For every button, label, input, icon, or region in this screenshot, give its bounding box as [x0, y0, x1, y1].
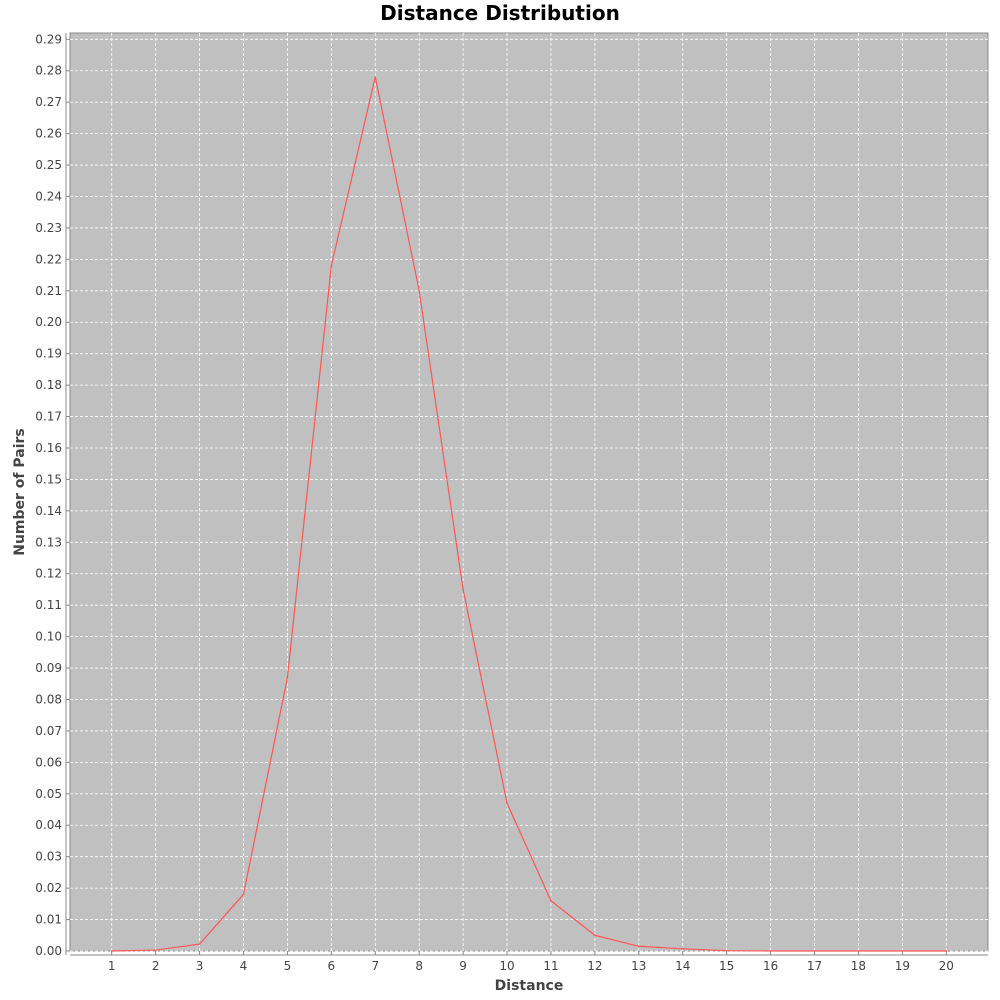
x-tick-label: 13: [631, 959, 646, 973]
y-tick-label: 0.07: [35, 724, 62, 738]
y-tick-label: 0.10: [35, 630, 62, 644]
y-tick-label: 0.24: [35, 189, 62, 203]
data-point: [242, 893, 245, 896]
y-tick-label: 0.01: [35, 913, 62, 927]
data-point: [110, 950, 113, 952]
data-point: [330, 264, 333, 267]
y-tick-label: 0.25: [35, 158, 62, 172]
axes: 0.00 0.01 0.02 0.03 0.04 0.05 0.06 0.07 0.08 0.09…: [35, 32, 988, 973]
y-axis-label: Number of Pairs: [12, 428, 28, 556]
x-tick-label: 5: [284, 959, 292, 973]
data-point: [154, 949, 157, 951]
x-tick-label: 6: [328, 959, 336, 973]
y-tick-label: 0.11: [35, 598, 62, 612]
data-point: [945, 950, 948, 952]
x-tick-label: 12: [587, 959, 602, 973]
y-tick-label: 0.17: [35, 410, 62, 424]
grid-lines: [70, 33, 988, 952]
x-tick-label: 10: [499, 959, 514, 973]
series-layer: [110, 76, 948, 952]
data-point: [725, 949, 728, 952]
y-tick-label: 0.04: [35, 818, 62, 832]
x-tick-label: 1: [108, 959, 116, 973]
y-tick-label: 0.29: [35, 32, 62, 46]
y-tick-label: 0.05: [35, 787, 62, 801]
chart-title: Distance Distribution: [380, 1, 620, 25]
data-point: [462, 588, 464, 591]
y-tick-label: 0.28: [35, 64, 62, 78]
data-point: [638, 945, 640, 948]
y-tick-label: 0.00: [35, 944, 62, 958]
data-point: [594, 934, 596, 937]
y-tick-label: 0.02: [35, 881, 62, 895]
x-tick-label: 14: [675, 959, 690, 973]
x-tick-label: 7: [371, 959, 379, 973]
data-point: [901, 950, 904, 952]
data-point: [769, 950, 772, 952]
data-point: [681, 947, 684, 950]
y-tick-label: 0.06: [35, 755, 62, 769]
y-tick-label: 0.21: [35, 284, 62, 298]
series-line: [111, 76, 947, 952]
y-tick-label: 0.19: [35, 347, 62, 361]
plot-area: [69, 32, 989, 952]
data-point: [550, 899, 552, 902]
data-point: [857, 950, 860, 952]
x-tick-label: 16: [763, 959, 778, 973]
y-tick-label: 0.14: [35, 504, 62, 518]
data-point: [374, 76, 377, 78]
x-tick-label: 11: [543, 959, 558, 973]
y-tick-label: 0.26: [35, 127, 62, 141]
x-tick-label: 15: [719, 959, 734, 973]
x-tick-label: 20: [939, 959, 954, 973]
y-tick-label: 0.08: [35, 692, 62, 706]
y-tick-label: 0.16: [35, 441, 62, 455]
y-tick-label: 0.27: [35, 95, 62, 109]
y-tick-label: 0.22: [35, 252, 62, 266]
x-tick-label: 8: [415, 959, 423, 973]
y-tick-label: 0.23: [35, 221, 62, 235]
x-axis-label: Distance: [495, 978, 564, 994]
y-tick-label: 0.13: [35, 535, 62, 549]
data-point: [506, 802, 508, 805]
x-tick-label: 3: [196, 959, 204, 973]
data-point: [198, 943, 201, 945]
y-tick-label: 0.18: [35, 378, 62, 392]
x-tick-label: 2: [152, 959, 160, 973]
y-tick-label: 0.20: [35, 315, 62, 329]
x-tick-label: 19: [895, 959, 910, 973]
y-tick-label: 0.03: [35, 850, 62, 864]
x-tick-label: 4: [240, 959, 248, 973]
data-point: [813, 950, 816, 952]
y-tick-label: 0.09: [35, 661, 62, 675]
x-tick-label: 9: [459, 959, 467, 973]
y-tick-label: 0.15: [35, 472, 62, 486]
x-tick-label: 17: [807, 959, 822, 973]
y-tick-label: 0.12: [35, 567, 62, 581]
data-point: [418, 289, 420, 292]
data-point: [286, 676, 289, 679]
x-tick-label: 18: [851, 959, 866, 973]
